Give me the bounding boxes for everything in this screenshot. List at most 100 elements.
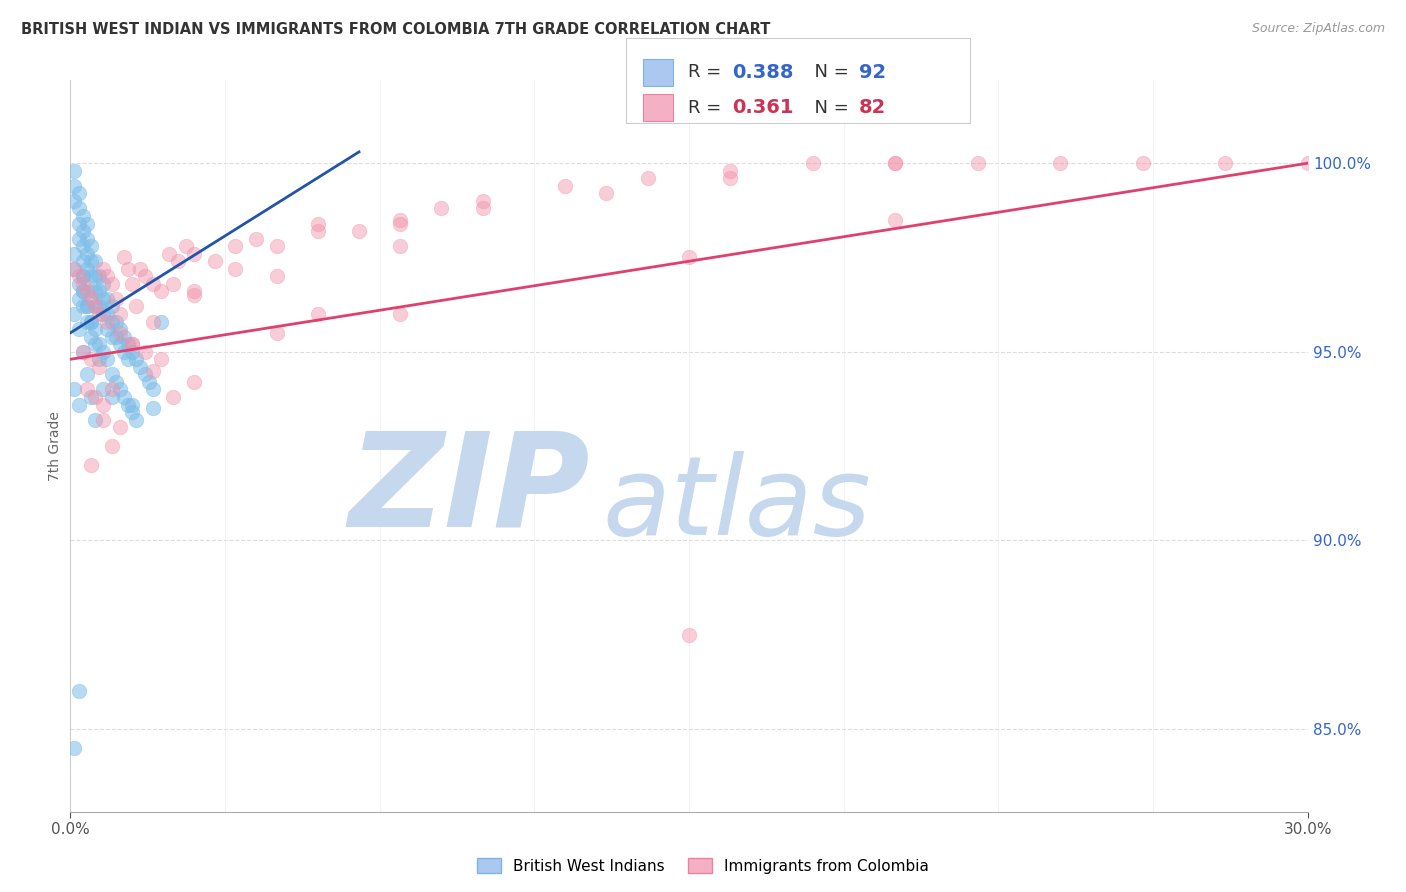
Point <box>389 307 412 321</box>
Point <box>96 269 118 284</box>
Point <box>72 269 94 284</box>
Point <box>430 202 453 216</box>
Text: atlas: atlas <box>602 451 870 558</box>
Point <box>104 329 127 343</box>
Point <box>125 352 148 367</box>
Point <box>108 322 131 336</box>
Point <box>96 352 118 367</box>
Point <box>104 375 127 389</box>
Point <box>91 383 114 397</box>
Text: R =: R = <box>688 63 727 81</box>
Point <box>76 383 98 397</box>
Point <box>63 246 86 260</box>
Point <box>108 307 131 321</box>
Point <box>89 337 111 351</box>
Point <box>121 337 143 351</box>
Point <box>84 269 107 284</box>
Point <box>307 307 329 321</box>
Point <box>72 254 94 268</box>
Point <box>89 307 111 321</box>
Point <box>80 352 103 367</box>
Point <box>63 261 86 276</box>
Point <box>150 352 173 367</box>
Point <box>471 194 494 208</box>
Point <box>91 344 114 359</box>
Point <box>183 375 205 389</box>
Point <box>389 239 412 253</box>
Point <box>1132 156 1154 170</box>
Point <box>142 363 165 377</box>
Point <box>80 390 103 404</box>
Point <box>117 398 139 412</box>
Point <box>96 292 118 306</box>
Point <box>80 269 103 284</box>
Point <box>108 383 131 397</box>
Point <box>76 261 98 276</box>
Point <box>183 288 205 302</box>
Point <box>80 292 103 306</box>
Point <box>67 269 90 284</box>
Point <box>718 163 741 178</box>
Point <box>100 315 122 329</box>
Point <box>100 277 122 291</box>
Point <box>67 684 90 698</box>
Point <box>76 315 98 329</box>
Point <box>100 368 122 382</box>
Point <box>1296 156 1319 170</box>
Point <box>100 300 122 314</box>
Point <box>80 315 103 329</box>
Point <box>91 277 114 291</box>
Y-axis label: 7th Grade: 7th Grade <box>48 411 62 481</box>
Point <box>96 307 118 321</box>
Point <box>67 217 90 231</box>
Point <box>174 239 197 253</box>
Point <box>266 326 288 340</box>
Point <box>157 246 180 260</box>
Point <box>84 254 107 268</box>
Point <box>678 627 700 641</box>
Point <box>266 269 288 284</box>
Point <box>72 285 94 299</box>
Point <box>80 285 103 299</box>
Point <box>72 344 94 359</box>
Point <box>72 277 94 291</box>
Point <box>89 300 111 314</box>
Point <box>121 398 143 412</box>
Point <box>307 224 329 238</box>
Point <box>595 186 617 201</box>
Point <box>966 156 988 170</box>
Point <box>63 261 86 276</box>
Point <box>84 300 107 314</box>
Point <box>307 217 329 231</box>
Text: BRITISH WEST INDIAN VS IMMIGRANTS FROM COLOMBIA 7TH GRADE CORRELATION CHART: BRITISH WEST INDIAN VS IMMIGRANTS FROM C… <box>21 22 770 37</box>
Point <box>80 458 103 472</box>
Point <box>80 254 103 268</box>
Point <box>112 344 135 359</box>
Point <box>389 217 412 231</box>
Point <box>72 285 94 299</box>
Point <box>84 390 107 404</box>
Point <box>150 285 173 299</box>
Point <box>471 202 494 216</box>
Point <box>89 352 111 367</box>
Point <box>224 261 246 276</box>
Point <box>678 251 700 265</box>
Point <box>96 315 118 329</box>
Point <box>121 405 143 419</box>
Point <box>121 344 143 359</box>
Point <box>554 178 576 193</box>
Point <box>63 163 86 178</box>
Point <box>84 412 107 426</box>
Point <box>67 186 90 201</box>
Point <box>67 398 90 412</box>
Point <box>63 194 86 208</box>
Text: ZIP: ZIP <box>349 426 591 553</box>
Point <box>89 359 111 374</box>
Text: 92: 92 <box>859 62 886 82</box>
Point <box>129 261 152 276</box>
Point <box>224 239 246 253</box>
Point <box>183 285 205 299</box>
Point <box>89 285 111 299</box>
Point <box>884 156 907 170</box>
Point <box>76 368 98 382</box>
